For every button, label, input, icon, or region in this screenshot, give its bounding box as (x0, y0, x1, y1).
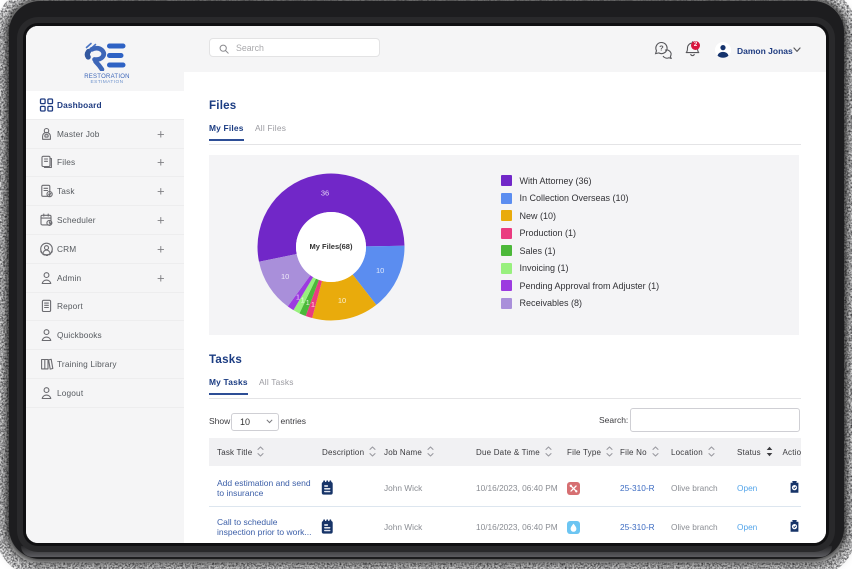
svg-text:?: ? (659, 44, 664, 53)
svg-text:36: 36 (321, 188, 329, 197)
svg-text:1: 1 (296, 293, 300, 302)
svg-text:10: 10 (376, 266, 384, 275)
svg-text:1: 1 (301, 296, 305, 305)
svg-text:1: 1 (306, 298, 310, 307)
svg-text:My Files(68): My Files(68) (310, 242, 353, 251)
svg-text:10: 10 (281, 272, 289, 281)
svg-text:10: 10 (338, 296, 346, 305)
svg-text:1: 1 (311, 300, 315, 309)
